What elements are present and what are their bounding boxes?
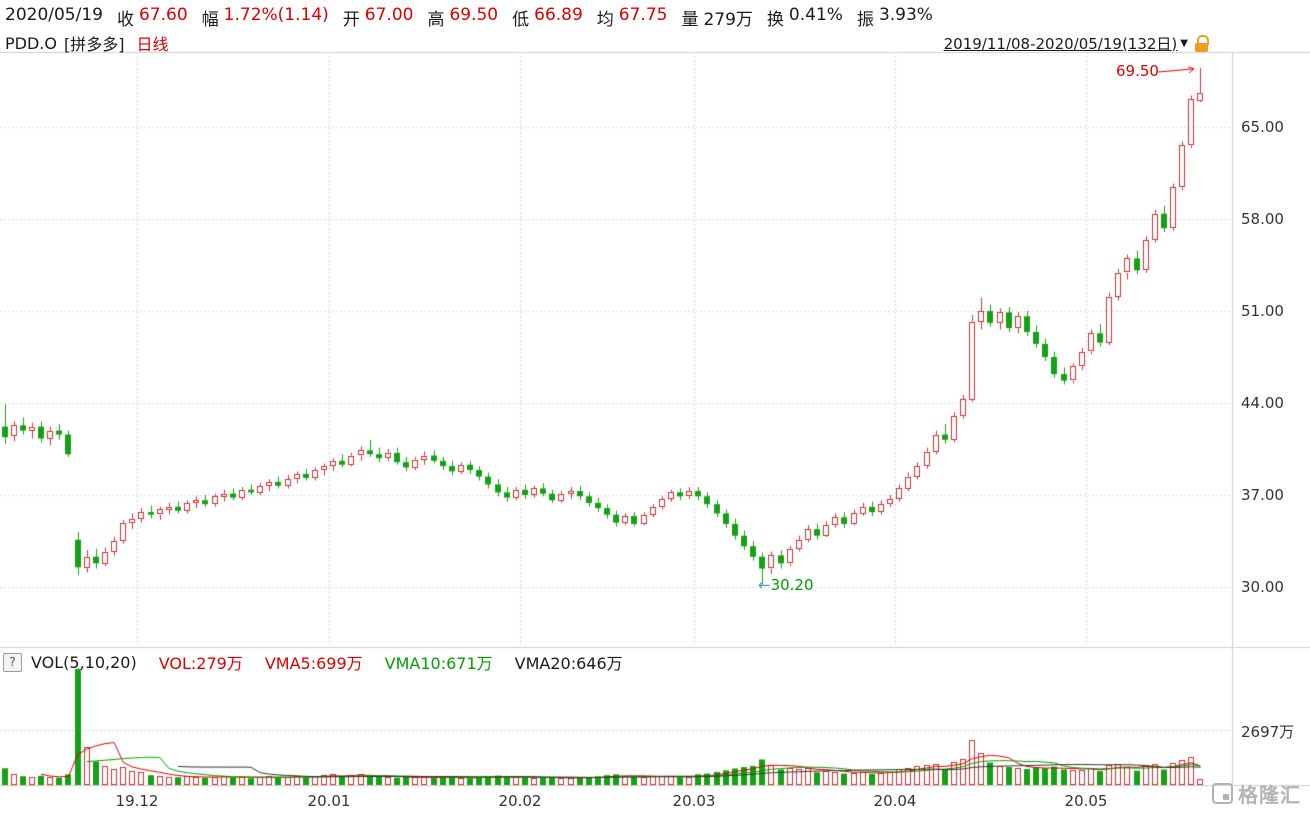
gelonghui-logo-icon [1212, 783, 1233, 804]
quote-field-turnover: 换 0.41% [766, 5, 843, 30]
vma10-value: VMA10:671万 [384, 654, 493, 673]
help-icon[interactable]: ? [3, 652, 22, 672]
quote-field-volume: 量 279万 [681, 10, 753, 30]
high-price-annotation: 69.50 [1116, 62, 1159, 80]
range-text[interactable]: 2019/11/08-2020/05/19(132日) [943, 34, 1178, 53]
x-axis-label: 20.02 [498, 792, 542, 810]
quote-date: 2020/05/19 [5, 5, 103, 25]
quote-field-close: 收 67.60 [116, 5, 188, 30]
price-axis-label: 44.00 [1241, 394, 1284, 412]
price-axis-label: 37.00 [1241, 486, 1284, 504]
volume-axis-label: 2697万 [1241, 723, 1295, 741]
watermark-text: 格隆汇 [1238, 783, 1301, 807]
quote-field-amplitude: 振 3.93% [856, 5, 933, 30]
vol-value: VOL:279万 [158, 654, 243, 673]
price-axis-label: 30.00 [1241, 578, 1284, 596]
price-axis-label: 51.00 [1241, 302, 1284, 320]
lock-icon[interactable] [1195, 34, 1209, 52]
quote-field-change: 幅 1.72%(1.14) [201, 5, 329, 30]
x-axis-label: 20.01 [307, 792, 351, 810]
price-axis-label: 65.00 [1241, 118, 1284, 136]
volume-indicator-label: VOL(5,10,20) [31, 652, 137, 672]
x-axis-label: 19.12 [115, 792, 159, 810]
vma5-value: VMA5:699万 [264, 654, 363, 673]
x-axis-label: 20.05 [1064, 792, 1108, 810]
x-axis-label: 20.03 [672, 792, 716, 810]
title-bar: PDD.O [拼多多] 日线 2019/11/08-2020/05/19(132… [5, 31, 1305, 55]
quote-field-avg: 均 67.75 [596, 5, 668, 30]
quote-field-low: 低 66.89 [512, 5, 583, 30]
watermark: 格隆汇 [1212, 779, 1301, 808]
quote-field-open: 开 67.00 [342, 5, 414, 30]
price-axis-label: 58.00 [1241, 210, 1284, 228]
low-price-annotation: ←30.20 [758, 576, 814, 594]
volume-indicator-bar: ? VOL(5,10,20) VOL:279万 VMA5:699万 VMA10:… [3, 650, 645, 674]
x-axis-label: 20.04 [873, 792, 917, 810]
range-selector[interactable]: 2019/11/08-2020/05/19(132日) ▼ [944, 33, 1305, 54]
vma20-value: VMA20:646万 [514, 654, 623, 673]
quote-field-high: 高 69.50 [427, 5, 499, 30]
left-arrow-icon: ← [758, 576, 771, 594]
stock-name-label: [拼多多] [63, 35, 125, 54]
period-label: 日线 [136, 35, 169, 54]
symbol-label: PDD.O [5, 33, 57, 53]
chevron-down-icon[interactable]: ▼ [1180, 37, 1188, 49]
